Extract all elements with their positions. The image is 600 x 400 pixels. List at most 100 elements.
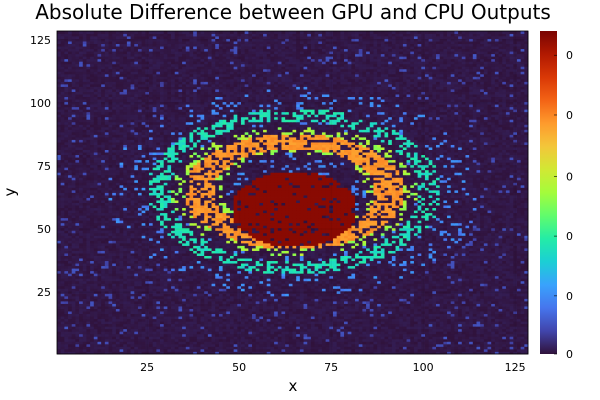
heatmap-cell xyxy=(259,285,264,289)
heatmap-cell xyxy=(502,328,507,332)
heatmap-cell xyxy=(399,321,404,325)
heatmap-cell xyxy=(292,285,297,289)
heatmap-cell xyxy=(119,255,124,259)
heatmap-cell xyxy=(406,343,411,347)
heatmap-cell xyxy=(237,313,242,317)
heatmap-cell xyxy=(285,265,290,269)
heatmap-cell xyxy=(487,336,492,340)
heatmap-cell xyxy=(399,308,404,312)
heatmap-cell xyxy=(344,311,349,315)
heatmap-cell xyxy=(307,270,312,274)
heatmap-cell xyxy=(255,270,260,274)
heatmap-cell xyxy=(240,268,246,272)
heatmap-cell xyxy=(480,351,485,355)
heatmap-cell xyxy=(160,333,165,337)
heatmap-cell xyxy=(329,263,334,267)
heatmap-cell xyxy=(68,328,73,332)
heatmap-cell xyxy=(145,351,150,355)
heatmap-cell xyxy=(255,308,260,312)
heatmap-cell xyxy=(71,270,76,274)
heatmap-cell xyxy=(413,331,419,335)
heatmap-cell xyxy=(413,283,419,287)
heatmap-cell xyxy=(130,318,135,322)
heatmap-cell xyxy=(369,255,374,259)
heatmap-cell xyxy=(126,303,131,307)
heatmap-cell xyxy=(509,348,514,352)
heatmap-cell xyxy=(252,301,257,304)
heatmap-cell xyxy=(325,323,330,327)
heatmap-cell xyxy=(502,338,507,342)
heatmap-cell xyxy=(252,336,257,340)
heatmap-cell xyxy=(336,343,341,347)
heatmap-cell xyxy=(79,255,84,259)
heatmap-cell xyxy=(417,298,422,302)
heatmap-cell xyxy=(472,318,477,322)
heatmap-cell xyxy=(285,341,290,345)
heatmap-cell xyxy=(134,268,139,272)
heatmap-cell xyxy=(178,295,183,299)
heatmap-cell xyxy=(97,318,102,322)
heatmap-cell xyxy=(332,321,338,325)
heatmap-cell xyxy=(163,336,168,340)
heatmap-cell xyxy=(443,295,448,299)
heatmap-cell xyxy=(182,270,187,274)
heatmap-cell xyxy=(226,311,231,315)
heatmap-cell xyxy=(461,326,466,330)
heatmap-cell xyxy=(336,265,341,269)
heatmap-cell xyxy=(505,301,510,304)
heatmap-cell xyxy=(292,265,297,269)
heatmap-cell xyxy=(68,258,73,262)
heatmap-cell xyxy=(465,273,470,277)
heatmap-cell xyxy=(229,283,235,287)
heatmap-cell xyxy=(141,290,146,294)
heatmap-cell xyxy=(406,306,411,309)
heatmap-cell xyxy=(296,333,301,337)
heatmap-cell xyxy=(277,343,282,347)
heatmap-cell xyxy=(447,283,452,287)
heatmap-cell xyxy=(344,280,349,284)
heatmap-cell xyxy=(240,343,246,347)
heatmap-cell xyxy=(443,265,448,269)
heatmap-cell xyxy=(406,260,411,264)
heatmap-cell xyxy=(395,338,400,342)
heatmap-cell xyxy=(152,351,157,355)
heatmap-cell xyxy=(513,321,518,325)
heatmap-cell xyxy=(487,295,492,299)
heatmap-cell xyxy=(218,280,223,284)
heatmap-cell xyxy=(211,268,216,272)
heatmap-cell xyxy=(296,280,301,284)
heatmap-cell xyxy=(358,265,363,269)
heatmap-cell xyxy=(332,328,338,332)
heatmap-cell xyxy=(123,263,128,267)
heatmap-cell xyxy=(292,303,297,307)
heatmap-cell xyxy=(377,331,382,335)
heatmap-cell xyxy=(259,313,264,317)
heatmap-cell xyxy=(299,285,304,289)
heatmap-cell xyxy=(439,298,444,302)
heatmap-cell xyxy=(134,351,139,355)
heatmap-cell xyxy=(325,278,330,282)
heatmap-cell xyxy=(281,321,286,325)
heatmap-cell xyxy=(137,265,143,269)
heatmap-cell xyxy=(347,351,352,355)
heatmap-cell xyxy=(185,311,190,315)
heatmap-cell xyxy=(64,301,69,304)
heatmap-cell xyxy=(108,321,113,325)
heatmap-cell xyxy=(263,283,268,287)
heatmap-cell xyxy=(226,328,231,332)
heatmap-cell xyxy=(329,303,334,307)
heatmap-cell xyxy=(277,265,282,269)
heatmap-cell xyxy=(362,298,367,302)
heatmap-cell xyxy=(388,346,393,350)
heatmap-cell xyxy=(384,308,389,312)
heatmap-cell xyxy=(244,273,249,277)
heatmap-cell xyxy=(351,306,356,309)
heatmap-cell xyxy=(222,301,227,304)
heatmap-cell xyxy=(189,298,194,302)
heatmap-cell xyxy=(520,288,525,292)
heatmap-cell xyxy=(487,275,492,279)
heatmap-cell xyxy=(432,303,437,307)
heatmap-cell xyxy=(450,338,455,342)
heatmap-cell xyxy=(465,336,470,340)
heatmap-cell xyxy=(329,326,334,330)
